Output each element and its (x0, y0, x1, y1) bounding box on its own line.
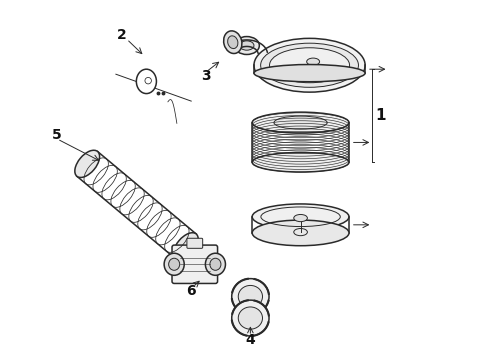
Ellipse shape (307, 58, 319, 65)
FancyBboxPatch shape (187, 238, 203, 248)
Ellipse shape (252, 220, 349, 246)
FancyBboxPatch shape (172, 245, 218, 283)
Text: 5: 5 (52, 129, 62, 142)
Ellipse shape (223, 31, 242, 54)
Ellipse shape (261, 43, 359, 87)
Ellipse shape (252, 112, 349, 133)
Text: 6: 6 (186, 284, 196, 298)
Ellipse shape (164, 253, 184, 275)
Ellipse shape (274, 116, 327, 129)
Ellipse shape (234, 37, 259, 54)
Ellipse shape (254, 39, 365, 92)
Text: 3: 3 (201, 69, 210, 83)
Ellipse shape (232, 279, 269, 315)
Ellipse shape (252, 204, 349, 230)
Ellipse shape (270, 48, 349, 83)
Text: 2: 2 (117, 28, 126, 42)
Ellipse shape (238, 285, 263, 308)
Ellipse shape (173, 233, 198, 260)
Ellipse shape (169, 258, 180, 270)
Ellipse shape (240, 41, 254, 50)
Ellipse shape (252, 152, 349, 172)
Ellipse shape (210, 258, 221, 270)
Ellipse shape (205, 253, 225, 275)
Text: 4: 4 (245, 333, 255, 347)
Text: 1: 1 (375, 108, 386, 123)
Ellipse shape (238, 307, 263, 329)
Ellipse shape (294, 215, 307, 222)
Ellipse shape (228, 36, 238, 49)
Ellipse shape (254, 64, 365, 82)
Ellipse shape (136, 69, 156, 94)
Ellipse shape (232, 300, 269, 336)
Ellipse shape (75, 150, 99, 177)
